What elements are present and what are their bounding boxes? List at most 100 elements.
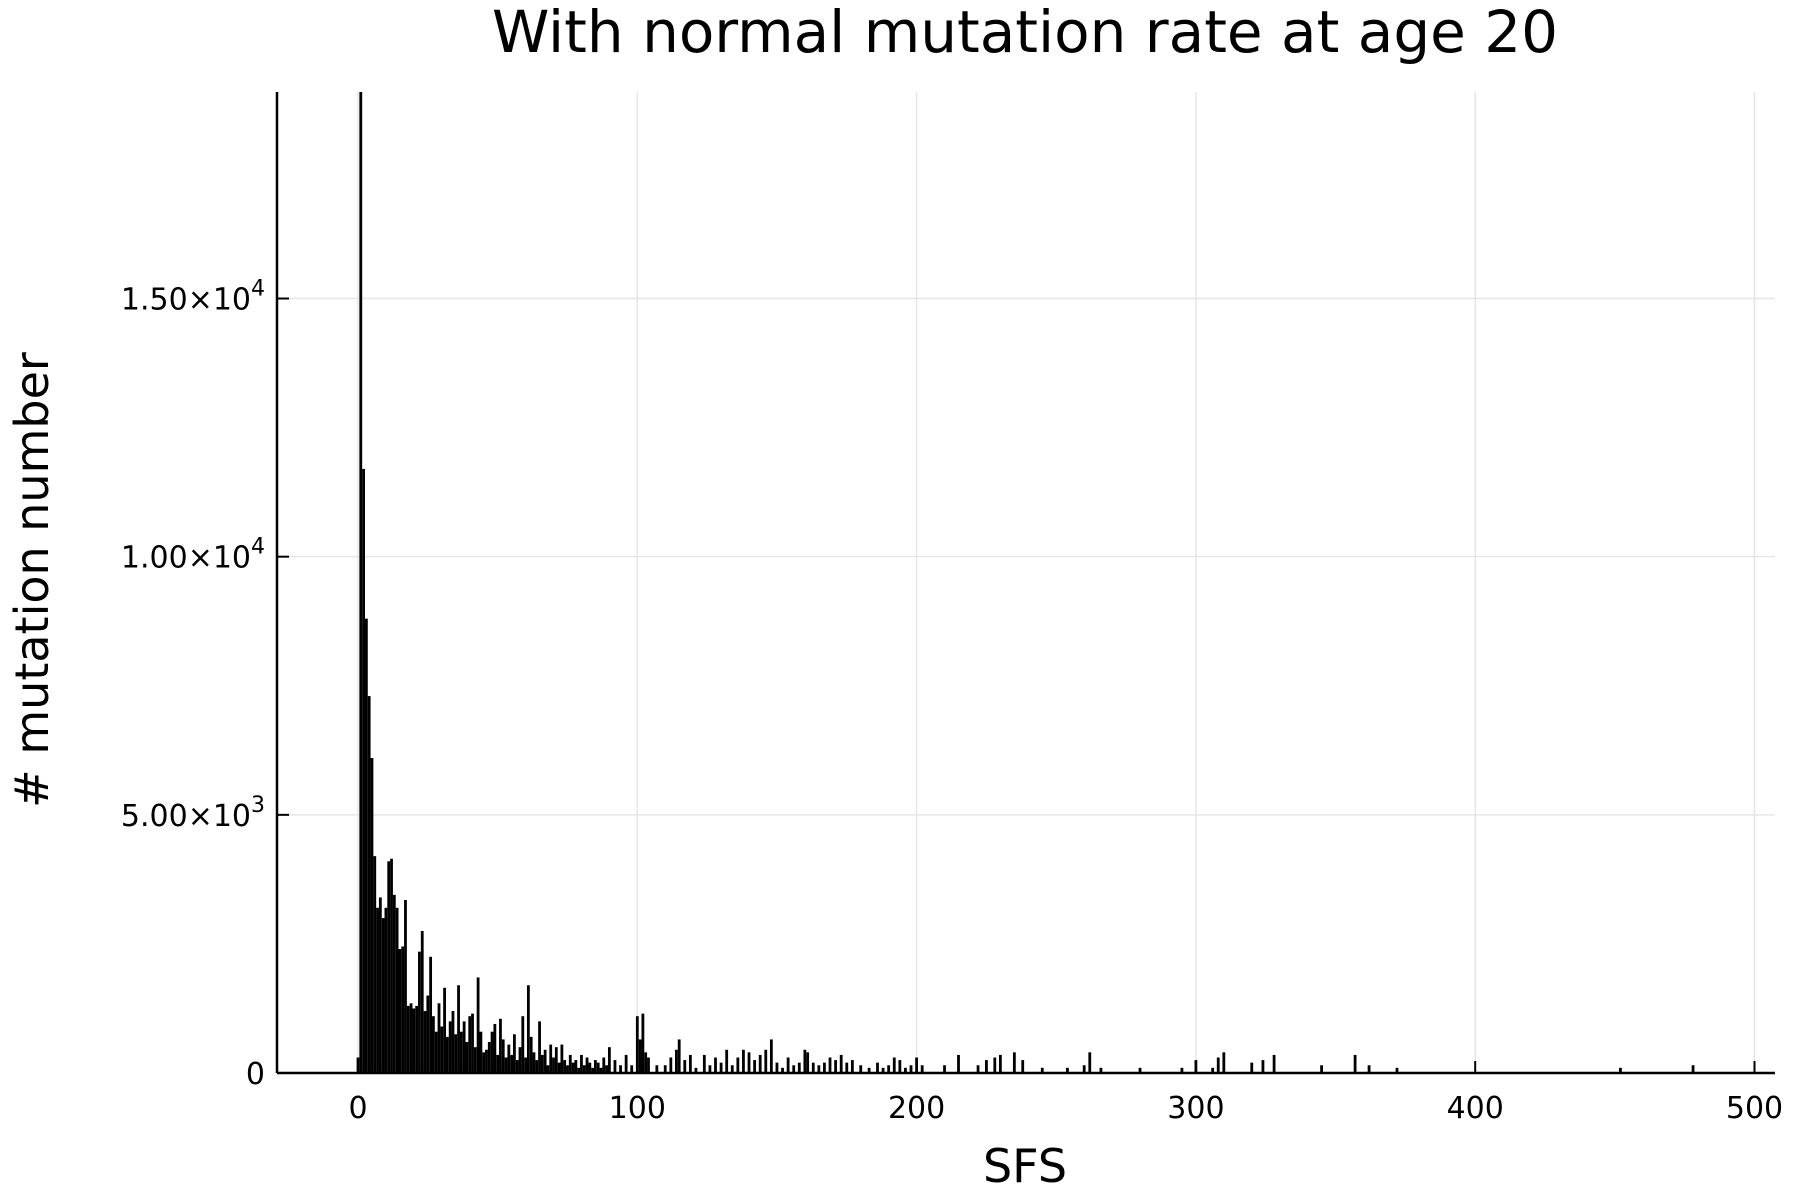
histogram-bar	[624, 1054, 628, 1073]
histogram-bar	[390, 858, 393, 1073]
histogram-bar	[364, 618, 368, 1073]
histogram-bar	[493, 1023, 497, 1073]
x-axis-title: SFS	[983, 1139, 1067, 1193]
histogram-bar	[434, 1031, 438, 1073]
histogram-bar	[401, 946, 405, 1073]
histogram-bar	[792, 1065, 796, 1073]
histogram-bar	[1367, 1065, 1371, 1073]
histogram-bar	[714, 1057, 717, 1073]
histogram-bar	[524, 1057, 527, 1073]
histogram-bar	[619, 1065, 622, 1073]
grid	[277, 92, 1775, 1073]
histogram-bar	[1222, 1052, 1226, 1073]
histogram-bar	[485, 1049, 488, 1073]
histogram-bar	[563, 1060, 567, 1073]
histogram-bar	[378, 897, 382, 1073]
histogram-bar	[867, 1067, 871, 1073]
histogram-bar	[758, 1054, 762, 1073]
histogram-bar	[387, 861, 391, 1073]
histogram-bar	[806, 1052, 810, 1073]
histogram-bar	[1691, 1065, 1695, 1073]
histogram-bar	[376, 907, 379, 1073]
histogram-bar	[432, 1016, 435, 1073]
histogram-bar	[471, 1013, 474, 1073]
histogram-bar	[1082, 1065, 1086, 1073]
histogram-bar	[499, 1018, 502, 1073]
histogram-bar	[998, 1054, 1002, 1073]
chart-title: With normal mutation rate at age 20	[492, 0, 1558, 66]
histogram-bar	[1066, 1067, 1069, 1073]
histogram-bar	[786, 1057, 790, 1073]
histogram-bar	[568, 1054, 572, 1073]
histogram-bar	[675, 1049, 678, 1073]
histogram-bar	[859, 1065, 863, 1073]
histogram-bar	[719, 1062, 723, 1073]
histogram-bar	[398, 949, 402, 1073]
histogram-bar	[513, 1034, 516, 1073]
histogram-bar	[769, 1039, 773, 1073]
histogram-bar	[543, 1049, 547, 1073]
histogram-bar	[823, 1062, 826, 1073]
histogram-bar	[943, 1065, 946, 1073]
histogram-bar	[418, 951, 421, 1073]
histogram-bar	[909, 1065, 913, 1073]
histogram-bar	[876, 1062, 879, 1073]
histogram-bar	[641, 1013, 645, 1073]
histogram-bar	[585, 1057, 589, 1073]
histogram-bar	[373, 856, 377, 1073]
bars	[356, 92, 1695, 1073]
histogram-bar	[647, 1057, 650, 1073]
histogram-bar	[1395, 1067, 1399, 1073]
histogram-bar	[406, 1005, 410, 1073]
histogram-bar	[468, 1016, 472, 1073]
histogram-bar	[538, 1021, 541, 1073]
histogram-bar	[476, 977, 480, 1073]
histogram-bar	[638, 1039, 642, 1073]
histogram-bar	[1088, 1052, 1092, 1073]
histogram-bar	[459, 1031, 463, 1073]
histogram-bar	[571, 1062, 575, 1073]
histogram-bar	[454, 1034, 458, 1073]
histogram-bar	[839, 1054, 843, 1073]
histogram-bar	[412, 1008, 416, 1073]
histogram-bar	[591, 1067, 595, 1073]
histogram-bar	[702, 1054, 706, 1073]
y-tick-label: 5.00×103	[121, 793, 265, 834]
x-tick-label: 300	[1167, 1091, 1224, 1126]
histogram-bar	[451, 1011, 455, 1073]
histogram-bar	[630, 1065, 634, 1073]
histogram-bar	[429, 956, 433, 1073]
histogram-bar	[510, 1054, 514, 1073]
histogram-bar	[834, 1060, 837, 1073]
histogram-bar	[515, 1060, 519, 1073]
histogram-bar	[635, 1016, 639, 1073]
histogram-bar	[535, 1060, 539, 1073]
histogram-bar	[920, 1065, 924, 1073]
histogram-bar	[730, 1065, 734, 1073]
histogram-bar	[694, 1067, 698, 1073]
histogram-bar	[811, 1062, 815, 1073]
histogram-bar	[465, 1042, 469, 1073]
y-tick-label: 1.50×104	[121, 277, 265, 318]
histogram-bar	[669, 1057, 673, 1073]
histogram-bar	[552, 1057, 555, 1073]
histogram-bar	[426, 995, 430, 1073]
histogram-bar	[599, 1067, 603, 1073]
x-tick-label: 400	[1447, 1091, 1504, 1126]
histogram-bar	[644, 1052, 648, 1073]
histogram-bar	[725, 1049, 729, 1073]
histogram-bar	[359, 92, 363, 1073]
histogram-bar	[404, 900, 407, 1073]
histogram-bar	[1099, 1067, 1103, 1073]
histogram-bar	[490, 1031, 494, 1073]
y-tick-label: 0	[246, 1057, 265, 1092]
histogram-bar	[437, 1003, 441, 1073]
histogram-bar	[529, 1036, 533, 1073]
histogram-bar	[602, 1057, 606, 1073]
histogram-bar	[440, 1026, 444, 1073]
x-tick-label: 100	[609, 1091, 666, 1126]
histogram-bar	[482, 1052, 486, 1073]
histogram-bar	[367, 696, 371, 1073]
histogram-bar	[850, 1060, 854, 1073]
